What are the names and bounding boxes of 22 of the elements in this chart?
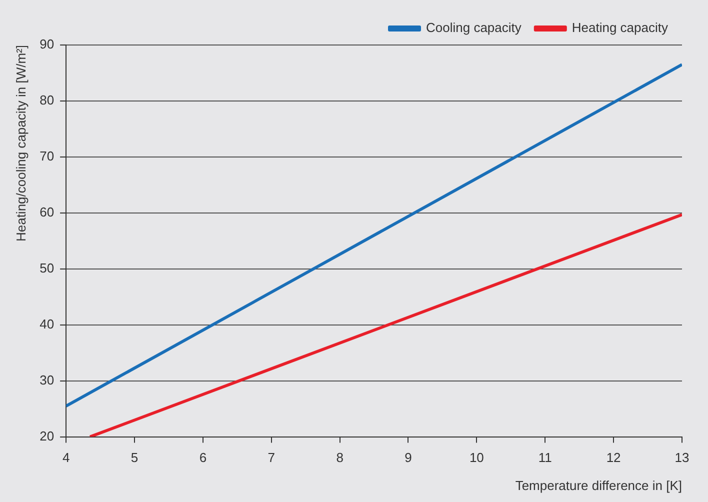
y-axis-title: Heating/cooling capacity in [W/m²] [13, 45, 28, 242]
x-tick-label: 12 [606, 450, 621, 466]
x-tick-label: 13 [674, 450, 690, 466]
x-axis-title: Temperature difference in [K] [515, 478, 682, 493]
y-tick-label: 30 [40, 372, 54, 388]
y-tick-label: 60 [40, 204, 54, 220]
x-tick-label: 6 [199, 450, 207, 466]
y-tick-label: 90 [40, 36, 54, 52]
y-tick-label: 70 [40, 148, 54, 164]
x-tick-label: 5 [130, 450, 138, 466]
x-tick-label: 4 [62, 450, 70, 466]
legend-label: Cooling capacity [426, 20, 522, 36]
x-tick-label: 7 [268, 450, 275, 466]
legend-label: Heating capacity [572, 20, 668, 36]
x-tick-label: 10 [469, 450, 484, 466]
y-tick-label: 20 [40, 428, 54, 444]
x-tick-label: 8 [336, 450, 344, 466]
y-tick-label: 40 [40, 316, 54, 332]
y-tick-label: 50 [40, 260, 54, 276]
x-tick-label: 11 [538, 450, 552, 466]
y-tick-label: 80 [40, 92, 54, 108]
x-tick-label: 9 [404, 450, 412, 466]
